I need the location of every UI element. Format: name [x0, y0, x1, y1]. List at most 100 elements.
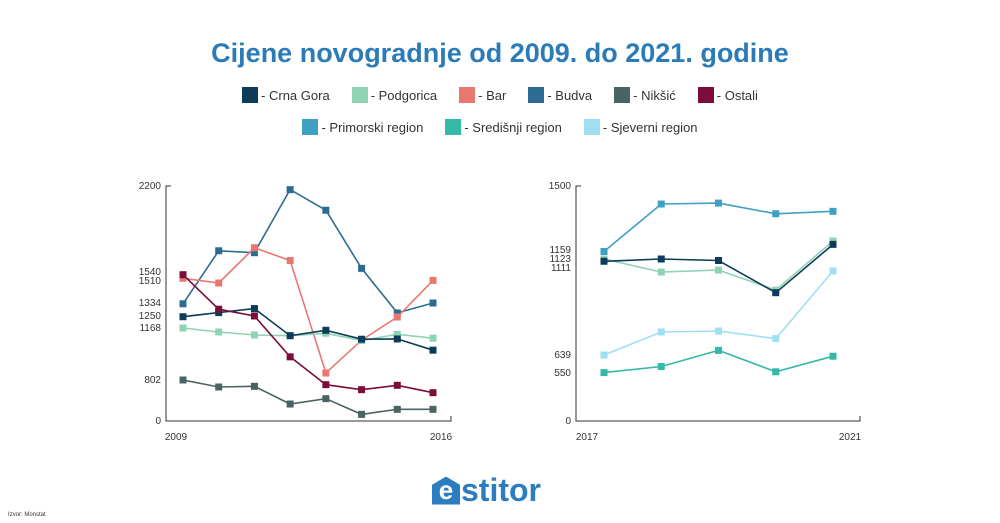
legend-swatch	[445, 119, 462, 135]
legend-label: - Nikšić	[633, 87, 676, 103]
data-point	[286, 257, 294, 265]
chart-axes	[165, 185, 452, 422]
data-point	[429, 389, 437, 397]
chart-axes	[575, 185, 861, 422]
data-point	[179, 324, 187, 332]
data-point	[429, 346, 437, 354]
data-point	[715, 327, 722, 335]
legend-label: - Budva	[547, 87, 593, 103]
legend-item-bar: - Bar	[459, 87, 506, 103]
y-tick-label: 1111	[551, 263, 571, 274]
data-point	[429, 276, 437, 284]
data-point	[429, 334, 437, 342]
y-tick-label: 2200	[139, 181, 162, 192]
legend-item-ostali: - Ostali	[697, 87, 758, 103]
data-point	[322, 326, 330, 334]
x-tick-label: 2017	[576, 432, 599, 443]
y-tick-label: 1159	[549, 245, 571, 256]
legend-item-sredisnji: - Središnji region	[445, 119, 562, 135]
data-point	[657, 200, 665, 208]
legend-item-niksic: - Nikšić	[614, 87, 676, 103]
legend-swatch	[459, 87, 476, 103]
legend-row-2: - Primorski region - Središnji region - …	[0, 119, 1000, 135]
y-tick-label: 0	[565, 416, 571, 427]
y-tick-label: 802	[144, 375, 161, 386]
data-point	[250, 331, 258, 339]
series-line-crna-gora	[182, 307, 434, 351]
legend-label: - Sjeverni region	[602, 119, 698, 135]
legend-item-podgorica: - Podgorica	[351, 87, 437, 103]
data-point	[358, 410, 366, 418]
data-point	[657, 363, 665, 371]
data-point	[215, 247, 223, 255]
data-point	[657, 268, 665, 276]
logo-house-e: e	[432, 476, 460, 505]
chart-title: Cijene novogradnje od 2009. do 2021. god…	[211, 38, 789, 68]
legend-label: - Crna Gora	[261, 87, 330, 103]
data-point	[600, 248, 608, 255]
data-point	[600, 351, 608, 359]
y-tick-label: 1123	[549, 254, 571, 265]
estitor-logo: e stitor	[432, 472, 541, 509]
y-tick-label: 1250	[139, 311, 162, 322]
y-tick-label: 0	[155, 416, 161, 427]
data-point	[179, 376, 187, 384]
y-tick-label: 1540	[139, 267, 162, 278]
data-point	[250, 312, 258, 320]
data-point	[393, 309, 401, 317]
data-point	[215, 305, 223, 313]
legend-item-primorski: - Primorski region	[302, 119, 423, 135]
data-point	[179, 274, 187, 282]
data-point	[358, 386, 366, 394]
data-point	[657, 255, 665, 263]
data-point	[179, 300, 187, 308]
data-point	[215, 328, 223, 336]
data-point	[322, 381, 330, 389]
data-point	[829, 267, 837, 275]
data-point	[215, 383, 223, 391]
data-point	[393, 335, 401, 343]
data-point	[322, 395, 330, 403]
data-point	[250, 244, 258, 252]
data-point	[250, 382, 258, 390]
data-point	[715, 257, 722, 264]
source-note: Izvor: Monstat	[8, 512, 46, 518]
x-tick-label: 2009	[165, 432, 188, 443]
data-point	[393, 405, 401, 413]
data-point	[286, 353, 294, 361]
legend-swatch	[583, 119, 600, 135]
data-point	[215, 279, 223, 287]
data-point	[772, 335, 780, 343]
data-point	[600, 257, 608, 265]
data-point	[429, 299, 437, 307]
data-point	[250, 305, 258, 313]
legend-label: - Središnji region	[464, 119, 562, 135]
data-point	[322, 369, 330, 377]
legend-row-1: - Crna Gora - Podgorica - Bar - Budva - …	[0, 87, 1000, 103]
data-point	[393, 330, 401, 338]
data-point	[772, 210, 780, 218]
legend-item-sjeverni: - Sjeverni region	[583, 119, 698, 135]
legend-swatch	[351, 87, 368, 103]
data-point	[250, 249, 258, 257]
x-tick-label: 2016	[430, 432, 453, 443]
legend-swatch	[528, 87, 545, 103]
legend-label: - Ostali	[716, 87, 758, 103]
legend-swatch	[302, 119, 319, 135]
data-point	[772, 289, 780, 297]
data-point	[393, 313, 401, 321]
legend-item-crna-gora: - Crna Gora	[242, 87, 330, 103]
series-line-sjeverni-region	[603, 270, 834, 356]
legend-swatch	[242, 87, 259, 103]
data-point	[179, 271, 187, 279]
series-line-podgorica	[182, 327, 434, 342]
series-line-ostali	[182, 274, 434, 394]
data-point	[715, 199, 722, 207]
legend-swatch	[697, 87, 714, 103]
data-point	[657, 328, 665, 336]
series-line-primorski-region	[603, 202, 834, 253]
series-line-podgorica	[603, 240, 834, 292]
data-point	[429, 405, 437, 413]
series-line-nikšić	[182, 379, 433, 416]
